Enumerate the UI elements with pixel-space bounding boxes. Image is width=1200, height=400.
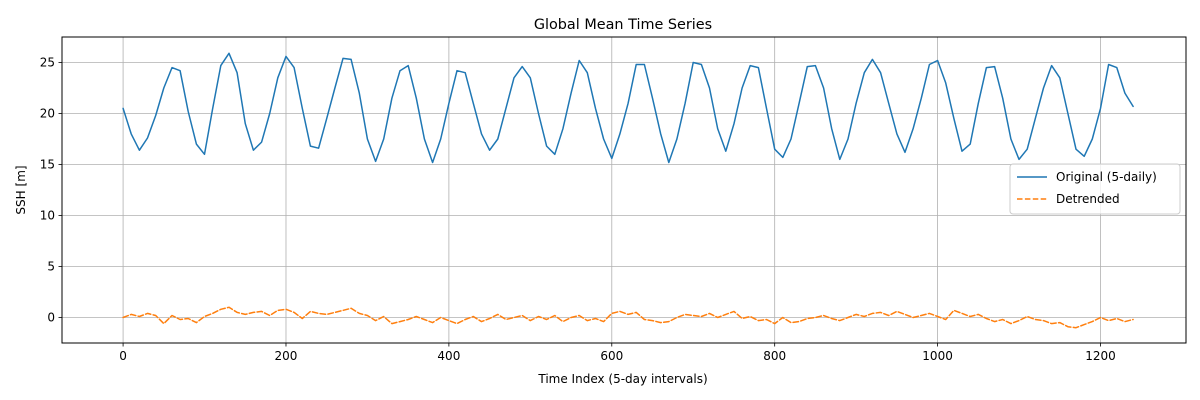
y-tick-label: 25 [40,56,55,70]
y-tick-label: 0 [47,311,55,325]
series-layer [122,52,1134,329]
x-tick-label: 400 [437,349,460,363]
x-axis: 0 200 400 600 800 1000 1200 [119,343,1116,363]
x-tick-label: 800 [763,349,786,363]
grid [62,37,1186,343]
x-tick-label: 0 [119,349,127,363]
chart-title: Global Mean Time Series [534,17,712,33]
y-tick-label: 5 [47,260,55,274]
legend: Original (5-daily) Detrended [1009,163,1181,215]
legend-box [1009,163,1181,215]
legend-label-original: Original (5-daily) [1056,170,1157,184]
y-axis-label: SSH [m] [14,165,28,214]
x-tick-label: 1000 [922,349,953,363]
x-tick-label: 600 [600,349,623,363]
series-line-original [122,52,1134,164]
x-tick-label: 200 [275,349,298,363]
y-axis: 0 5 10 15 20 25 [40,56,62,325]
x-axis-label: Time Index (5-day intervals) [537,372,707,386]
y-tick-label: 15 [40,158,55,172]
x-tick-label: 1200 [1085,349,1116,363]
y-tick-label: 10 [40,209,55,223]
y-tick-label: 20 [40,107,55,121]
legend-label-detrended: Detrended [1056,192,1120,206]
plot-frame [61,36,1187,344]
series-line-detrended [122,306,1134,329]
